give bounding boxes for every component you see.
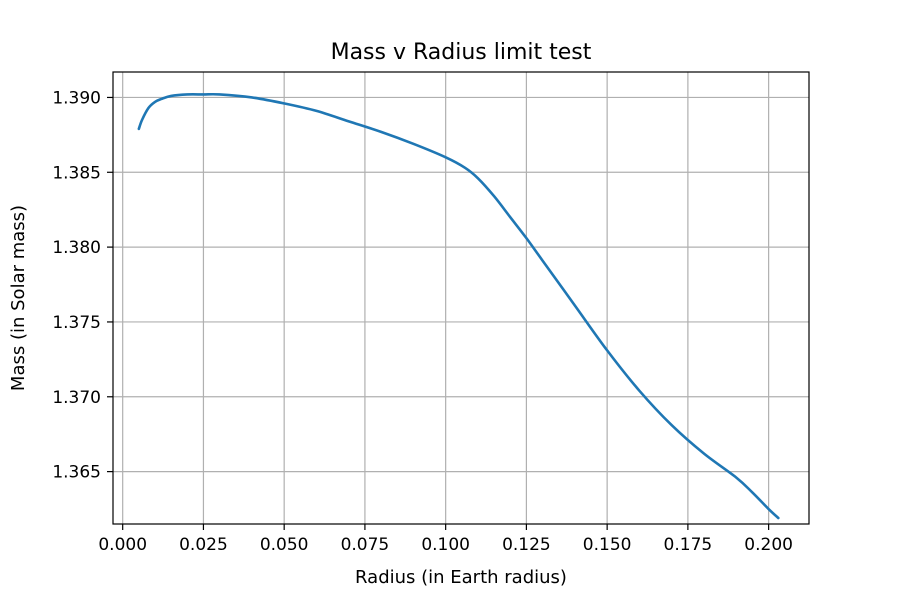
y-tick-label: 1.370 bbox=[52, 388, 101, 408]
x-tick-label: 0.050 bbox=[260, 535, 309, 555]
grid bbox=[113, 72, 809, 524]
plot-frame bbox=[112, 71, 810, 525]
chart-title: Mass v Radius limit test bbox=[331, 40, 592, 65]
y-axis-ticks: 1.365 1.370 1.375 1.380 1.385 1.390 bbox=[52, 88, 113, 483]
x-tick-label: 0.000 bbox=[98, 535, 147, 555]
y-tick-label: 1.385 bbox=[52, 163, 101, 183]
x-tick-label: 0.175 bbox=[664, 535, 713, 555]
x-tick-label: 0.025 bbox=[179, 535, 228, 555]
x-tick-label: 0.075 bbox=[341, 535, 390, 555]
x-axis-label: Radius (in Earth radius) bbox=[355, 567, 567, 588]
y-tick-label: 1.390 bbox=[52, 88, 101, 108]
x-tick-label: 0.150 bbox=[583, 535, 632, 555]
y-tick-label: 1.380 bbox=[52, 238, 101, 258]
x-tick-label: 0.200 bbox=[744, 535, 793, 555]
y-tick-label: 1.375 bbox=[52, 313, 101, 333]
y-tick-label: 1.365 bbox=[52, 463, 101, 483]
y-axis-label: Mass (in Solar mass) bbox=[8, 205, 29, 391]
x-tick-label: 0.125 bbox=[502, 535, 551, 555]
series-line bbox=[137, 92, 780, 520]
x-tick-label: 0.100 bbox=[421, 535, 470, 555]
x-axis-ticks: 0.000 0.025 0.050 0.075 0.100 0.125 0.150 0.175… bbox=[98, 524, 793, 555]
series-group bbox=[137, 92, 780, 520]
